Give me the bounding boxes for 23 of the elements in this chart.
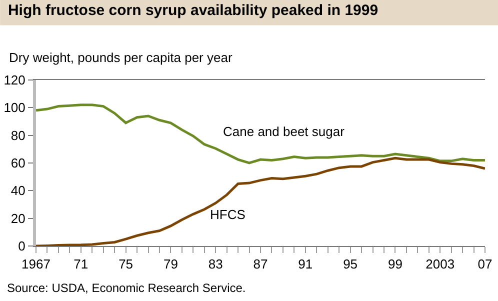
series-label: Cane and beet sugar	[223, 124, 346, 139]
x-tick-label: 95	[343, 256, 358, 272]
y-tick-label: 20	[10, 210, 26, 226]
x-tick-label: 79	[163, 256, 178, 272]
x-tick-label: 83	[208, 256, 223, 272]
y-axis-title: Dry weight, pounds per capita per year	[9, 50, 233, 65]
x-tick-label: 99	[388, 256, 402, 272]
x-tick-label: 07	[478, 256, 492, 272]
y-tick-label: 80	[10, 128, 26, 143]
y-tick-label: 120	[4, 72, 26, 88]
x-tick-label: 2003	[426, 256, 455, 272]
y-tick-label: 40	[10, 183, 26, 198]
y-tick-label: 60	[10, 156, 26, 171]
y-tick-label: 0	[18, 238, 26, 254]
chart-title: High fructose corn syrup availability peaked in 1999	[8, 2, 378, 20]
x-tick-label: 75	[118, 256, 134, 272]
x-tick-label: 87	[253, 256, 268, 272]
x-tick-label: 91	[298, 256, 313, 272]
y-tick-label: 100	[4, 100, 26, 116]
source-note: Source: USDA, Economic Research Service.	[7, 281, 246, 295]
series-label: HFCS	[210, 207, 246, 222]
x-tick-label: 1967	[22, 256, 50, 272]
x-tick-label: 71	[74, 256, 88, 272]
